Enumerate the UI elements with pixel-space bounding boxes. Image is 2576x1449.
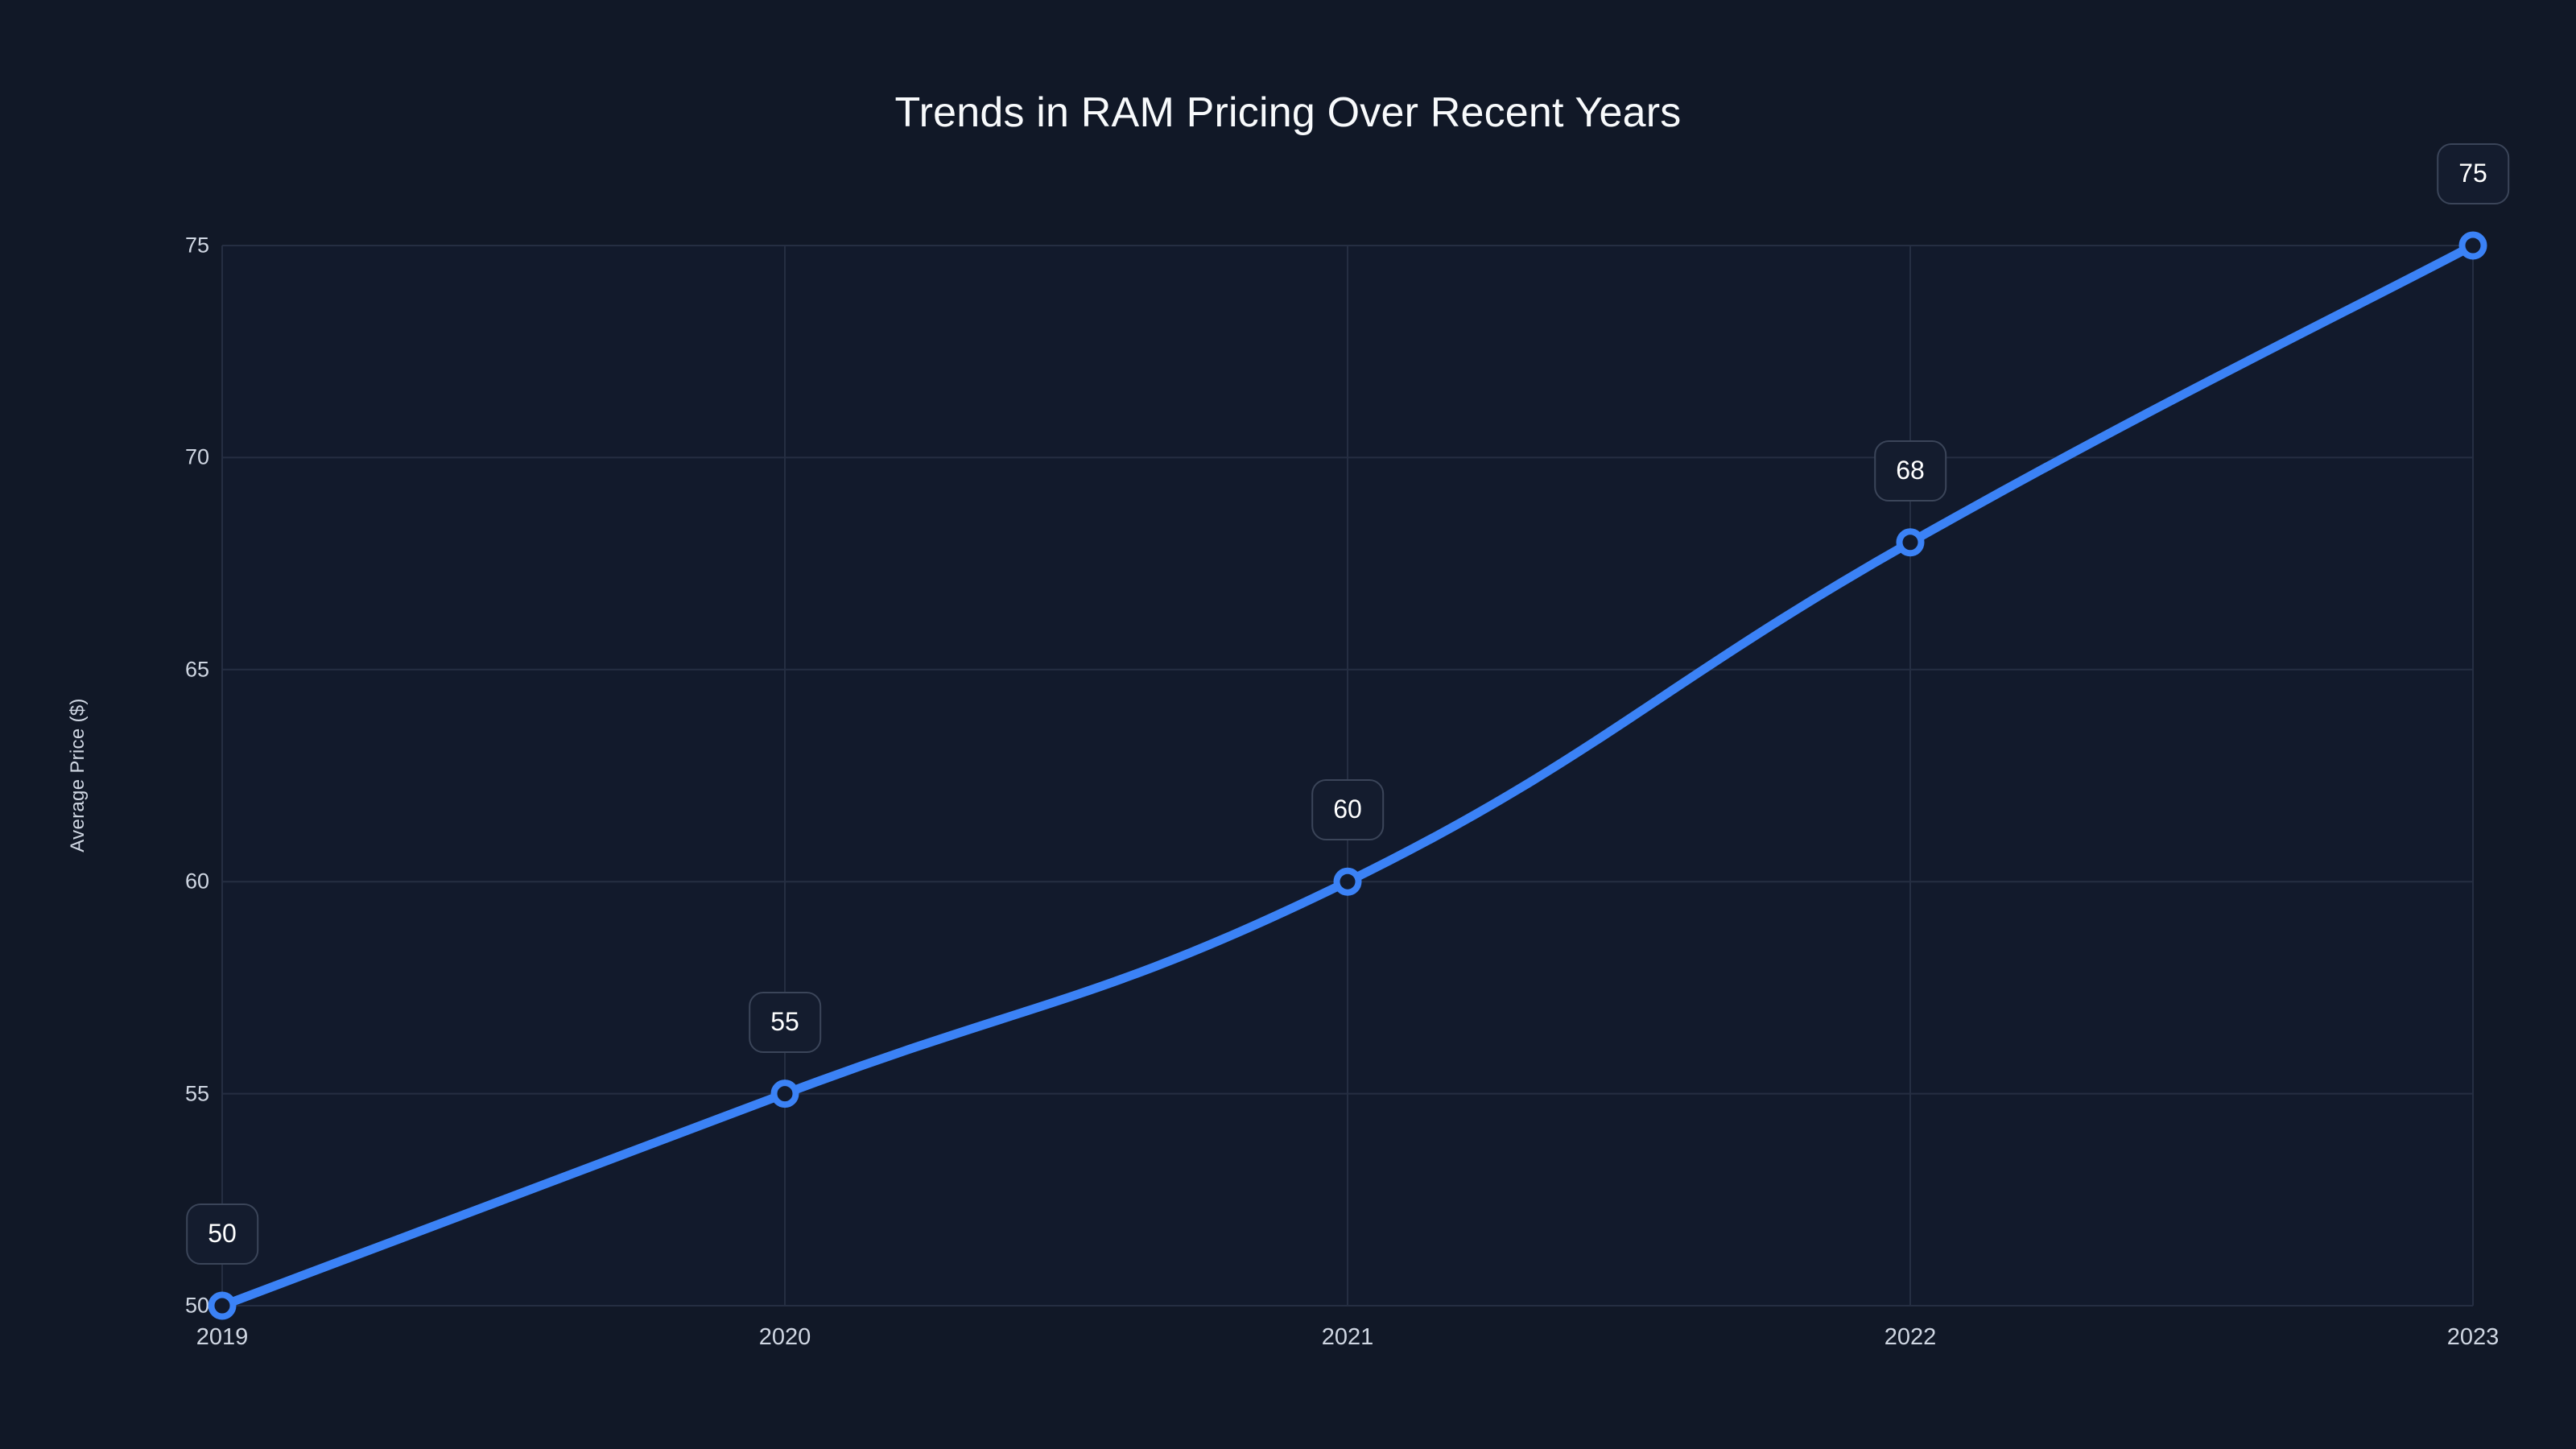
data-point-label: 68 <box>1874 440 1946 502</box>
x-axis-tick-label: 2022 <box>1884 1324 1937 1350</box>
chart-title: Trends in RAM Pricing Over Recent Years <box>894 89 1682 136</box>
y-axis-tick-label: 65 <box>184 657 209 682</box>
y-axis-tick-label: 70 <box>184 444 209 469</box>
y-axis-title: Average Price ($) <box>67 698 89 852</box>
y-axis-tick-label: 50 <box>184 1293 209 1318</box>
data-point-marker[interactable] <box>2458 231 2487 260</box>
data-point-marker[interactable] <box>1333 867 1362 896</box>
data-point-marker[interactable] <box>1896 528 1925 557</box>
data-point-marker[interactable] <box>208 1291 237 1320</box>
y-axis-tick-label: 55 <box>184 1081 209 1106</box>
data-point-label: 60 <box>1311 779 1384 841</box>
x-axis-tick-label: 2020 <box>758 1324 811 1350</box>
data-point-label: 75 <box>2437 143 2509 204</box>
x-axis-tick-label: 2019 <box>196 1324 249 1350</box>
gridlines <box>221 245 2474 1307</box>
line-chart-svg <box>208 231 2487 1320</box>
plot-area <box>208 231 2487 1320</box>
data-point-marker[interactable] <box>770 1080 799 1108</box>
y-axis-tick-label: 75 <box>184 233 209 258</box>
x-axis-tick-label: 2023 <box>2446 1324 2500 1350</box>
data-point-label: 55 <box>749 991 821 1053</box>
data-point-markers <box>208 231 2487 1320</box>
y-axis-tick-label: 60 <box>184 869 209 894</box>
data-point-label: 50 <box>186 1203 258 1265</box>
x-axis-tick-label: 2021 <box>1321 1324 1374 1350</box>
